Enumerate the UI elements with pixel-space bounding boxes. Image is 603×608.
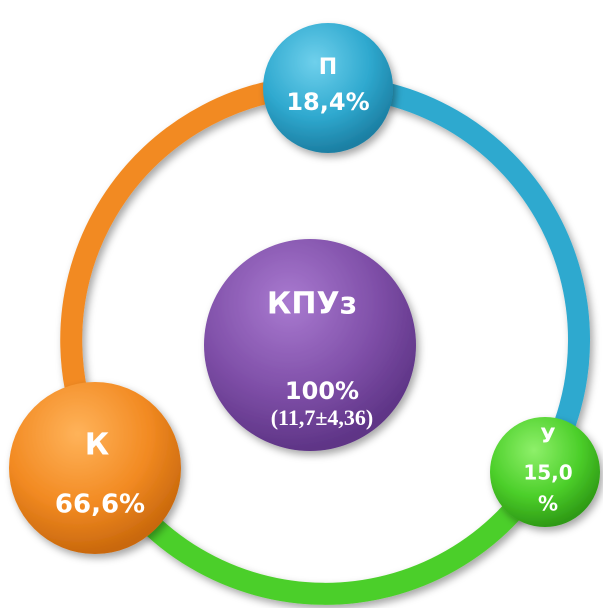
node-circle xyxy=(9,382,181,554)
node-circle xyxy=(490,417,600,527)
node-label: КПУз xyxy=(267,287,357,322)
node-kpu: КПУз 100% (11,7±4,36) xyxy=(204,239,416,451)
node-value: 100% xyxy=(285,377,359,405)
node-k: К 66,6% xyxy=(9,382,181,554)
node-value: % xyxy=(538,492,558,516)
node-label: У xyxy=(540,424,555,448)
node-value: 15,0 xyxy=(523,461,572,485)
arc-blue xyxy=(324,75,591,473)
node-circle xyxy=(204,239,416,451)
node-circle xyxy=(263,23,393,153)
node-note: (11,7±4,36) xyxy=(271,405,374,430)
node-p: П 18,4% xyxy=(263,23,393,153)
node-u: У 15,0 % xyxy=(490,417,600,527)
node-value: 66,6% xyxy=(55,490,145,520)
node-value: 18,4% xyxy=(286,88,369,116)
node-label: П xyxy=(319,55,337,80)
node-label: К xyxy=(85,428,110,463)
